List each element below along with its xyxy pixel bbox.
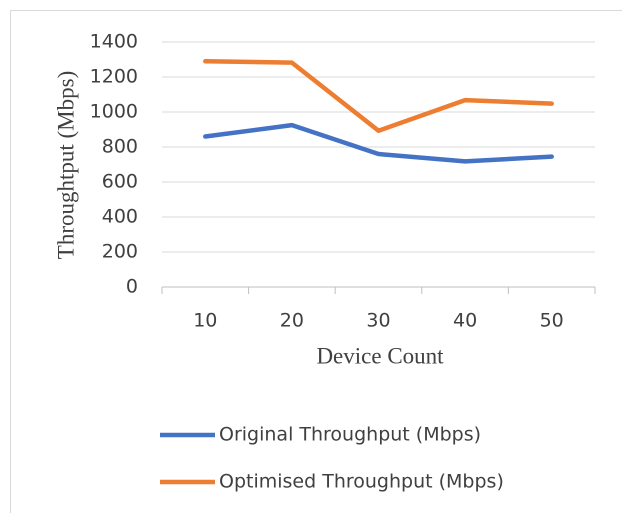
x-tick-label: 50: [540, 310, 564, 332]
x-tick-label: 40: [453, 310, 477, 332]
y-tick-label: 1000: [90, 101, 138, 123]
x-axis-title: Device Count: [316, 343, 444, 368]
legend-label: Optimised Throughput (Mbps): [219, 471, 504, 493]
y-tick-label: 400: [102, 206, 138, 228]
x-tick-label: 20: [280, 310, 304, 332]
x-tick-label: 10: [193, 310, 217, 332]
data-line: [203, 122, 554, 164]
chart-border: [10, 10, 622, 513]
y-tick-label: 200: [102, 241, 138, 263]
x-tick-label: 30: [366, 310, 390, 332]
y-tick-label: 1200: [90, 66, 138, 88]
legend-label: Original Throughput (Mbps): [219, 424, 481, 446]
y-tick-label: 1400: [90, 31, 138, 53]
data-line: [203, 59, 554, 133]
y-axis-title: Throughtput (Mbps): [53, 71, 78, 259]
y-tick-label: 0: [126, 276, 138, 298]
y-tick-label: 800: [102, 136, 138, 158]
y-tick-label: 600: [102, 171, 138, 193]
